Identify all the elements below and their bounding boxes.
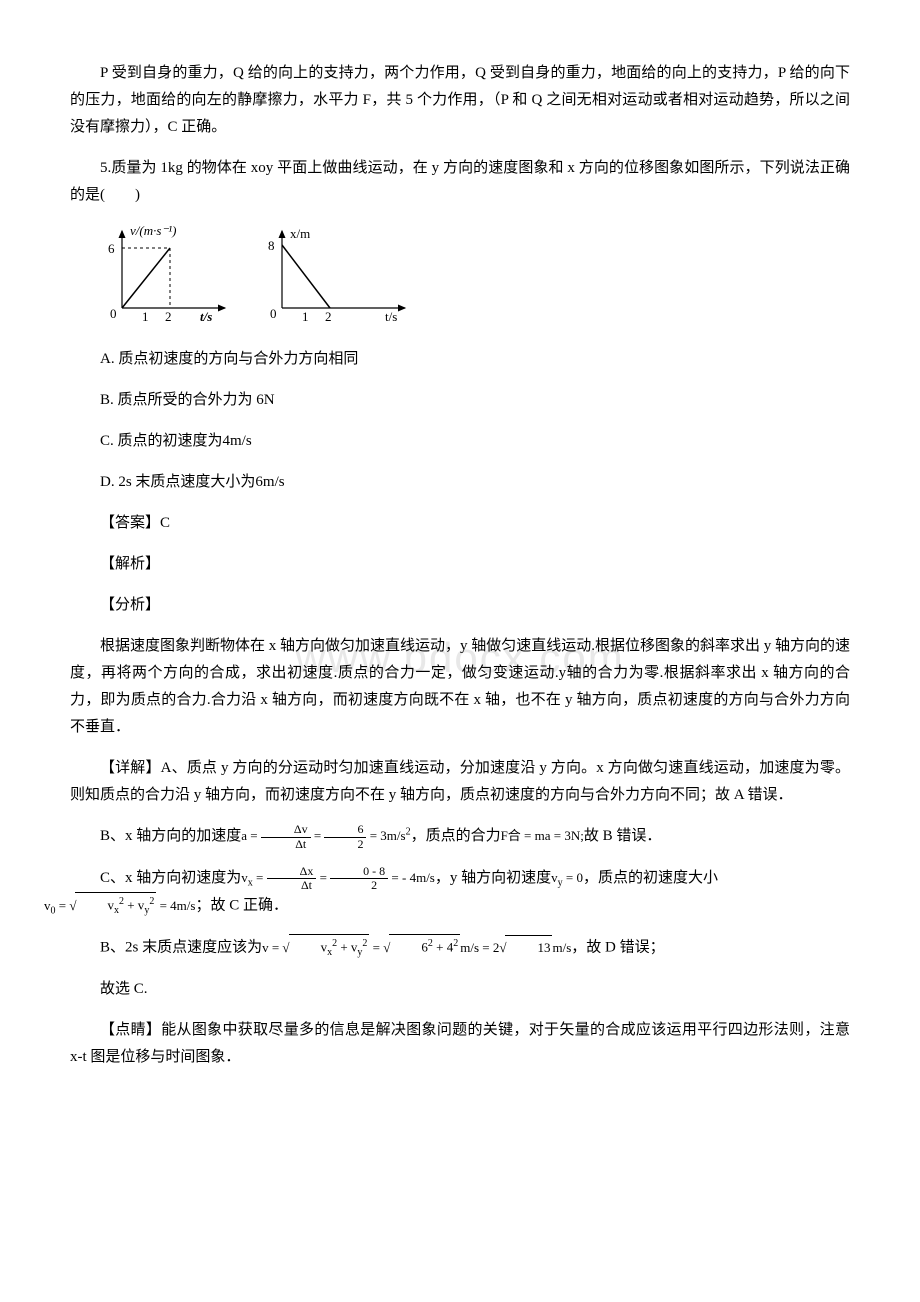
svg-text:0: 0 [110, 306, 117, 321]
detail-b-text-2: ，质点的合力 [411, 828, 501, 844]
svg-text:1: 1 [302, 309, 309, 324]
conclusion: 故选 C. [70, 976, 850, 1003]
detail-c-text-1: C、x 轴方向初速度为 [100, 870, 241, 886]
detail-c-text-2: ，y 轴方向初速度 [435, 870, 551, 886]
formula-vx: vx = ΔxΔt = 0 - 82 = - 4m/s [241, 870, 435, 885]
option-a: A. 质点初速度的方向与合外力方向相同 [70, 346, 850, 373]
analysis-text: 根据速度图象判断物体在 x 轴方向做匀加速直线运动，y 轴做匀速直线运动.根据位… [70, 633, 850, 741]
graph-xt: x/m 8 0 1 2 t/s [260, 223, 415, 328]
detail-b-text-1: B、x 轴方向的加速度 [100, 828, 241, 844]
formula-v2s: v = √vx2 + vy2 = √62 + 42m/s = 2√13m/s [262, 940, 571, 955]
formula-v0: v0 = √vx2 + vy2 = 4m/s [44, 898, 195, 913]
formula-force: F合 = ma = 3N; [501, 828, 584, 843]
detail-c-text-4: ；故 C 正确． [195, 898, 288, 914]
svg-text:x/m: x/m [290, 226, 310, 241]
option-b: B. 质点所受的合外力为 6N [70, 387, 850, 414]
option-c: C. 质点的初速度为4m/s [70, 428, 850, 455]
jiexi-label: 【解析】 [70, 551, 850, 578]
detail-d: B、2s 末质点速度应该为v = √vx2 + vy2 = √62 + 42m/… [70, 934, 850, 962]
formula-vy: vy = 0 [551, 870, 583, 885]
dianqing: 【点睛】能从图象中获取尽量多的信息是解决图象问题的关键，对于矢量的合成应该运用平… [70, 1017, 850, 1071]
svg-text:2: 2 [325, 309, 332, 324]
detail-d-text-2: ，故 D 错误； [571, 940, 664, 956]
svg-text:2: 2 [165, 309, 172, 324]
answer-label: 【答案】C [70, 510, 850, 537]
fenxi-label: 【分析】 [70, 592, 850, 619]
paragraph-explanation-1: P 受到自身的重力，Q 给的向上的支持力，两个力作用，Q 受到自身的重力，地面给… [70, 60, 850, 141]
detail-c: C、x 轴方向初速度为vx = ΔxΔt = 0 - 82 = - 4m/s，y… [70, 865, 850, 921]
svg-text:8: 8 [268, 238, 275, 253]
detail-b-text-3: 故 B 错误． [584, 828, 662, 844]
option-d: D. 2s 末质点速度大小为6m/s [70, 469, 850, 496]
svg-text:t/s: t/s [385, 309, 397, 324]
figure-graphs: v/(m·s⁻¹) 6 0 1 2 t/s x/m 8 0 1 2 t/s [100, 223, 850, 328]
question-5-stem: 5.质量为 1kg 的物体在 xoy 平面上做曲线运动，在 y 方向的速度图象和… [70, 155, 850, 209]
detail-a: 【详解】A、质点 y 方向的分运动时匀加速直线运动，分加速度沿 y 方向。x 方… [70, 755, 850, 809]
svg-text:t/s: t/s [200, 309, 212, 324]
svg-text:v/(m·s⁻¹): v/(m·s⁻¹) [130, 223, 177, 238]
detail-c-text-3: ，质点的初速度大小 [583, 870, 718, 886]
detail-d-text-1: B、2s 末质点速度应该为 [100, 940, 262, 956]
svg-text:6: 6 [108, 241, 115, 256]
detail-b: B、x 轴方向的加速度a = ΔvΔt = 62 = 3m/s2，质点的合力F合… [70, 823, 850, 851]
svg-text:1: 1 [142, 309, 149, 324]
formula-acceleration: a = ΔvΔt = 62 = 3m/s2 [241, 828, 410, 843]
graph-vt: v/(m·s⁻¹) 6 0 1 2 t/s [100, 223, 235, 328]
svg-text:0: 0 [270, 306, 277, 321]
